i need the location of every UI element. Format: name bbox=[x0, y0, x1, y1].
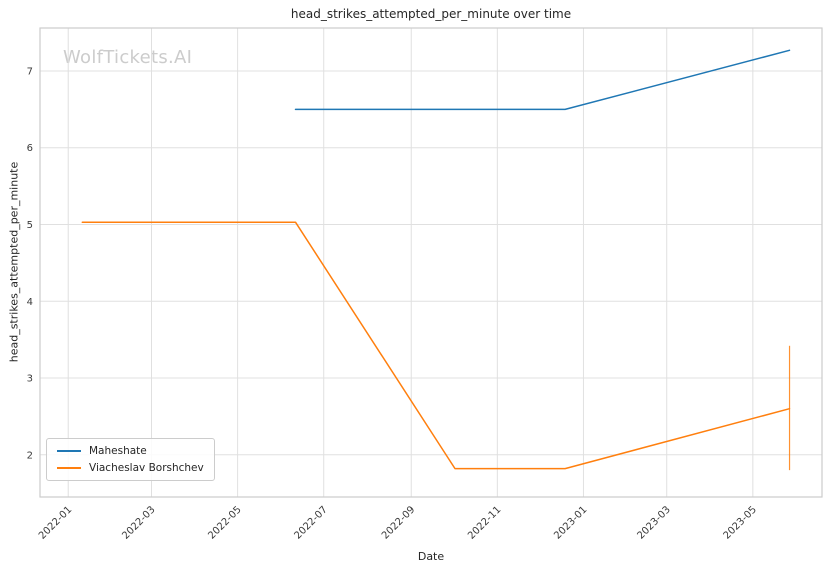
x-axis-label: Date bbox=[417, 550, 445, 563]
watermark-text: WolfTickets.AI bbox=[63, 47, 193, 68]
x-tick-label: 2022-01 bbox=[37, 504, 74, 541]
y-tick-label: 3 bbox=[27, 374, 33, 385]
legend-item: Viacheslav Borshchev bbox=[57, 462, 204, 474]
series-line-0 bbox=[294, 49, 791, 111]
y-tick-label: 2 bbox=[27, 450, 33, 461]
y-axis-label: head_strikes_attempted_per_minute bbox=[7, 161, 21, 363]
legend-label: Maheshate bbox=[89, 445, 147, 457]
y-tick-label: 5 bbox=[27, 220, 33, 231]
y-tick-label: 4 bbox=[27, 297, 33, 308]
legend: Maheshate Viacheslav Borshchev bbox=[46, 438, 215, 481]
x-tick-label: 2022-11 bbox=[466, 504, 503, 541]
axes-border bbox=[39, 27, 823, 498]
y-tick-label: 7 bbox=[27, 66, 33, 77]
legend-line-swatch bbox=[57, 450, 81, 452]
legend-item: Maheshate bbox=[57, 445, 204, 457]
legend-line-swatch bbox=[57, 467, 81, 469]
x-tick-label: 2023-05 bbox=[722, 504, 759, 541]
x-tick-label: 2023-01 bbox=[552, 504, 589, 541]
series-line-1 bbox=[81, 221, 791, 470]
x-tick-label: 2022-03 bbox=[120, 504, 157, 541]
y-tick-label: 6 bbox=[27, 143, 33, 154]
chart-title: head_strikes_attempted_per_minute over t… bbox=[290, 7, 572, 21]
x-tick-label: 2022-09 bbox=[380, 504, 417, 541]
x-tick-label: 2022-05 bbox=[206, 504, 243, 541]
x-tick-label: 2022-07 bbox=[293, 504, 330, 541]
x-tick-label: 2023-03 bbox=[636, 504, 673, 541]
legend-label: Viacheslav Borshchev bbox=[89, 462, 204, 474]
